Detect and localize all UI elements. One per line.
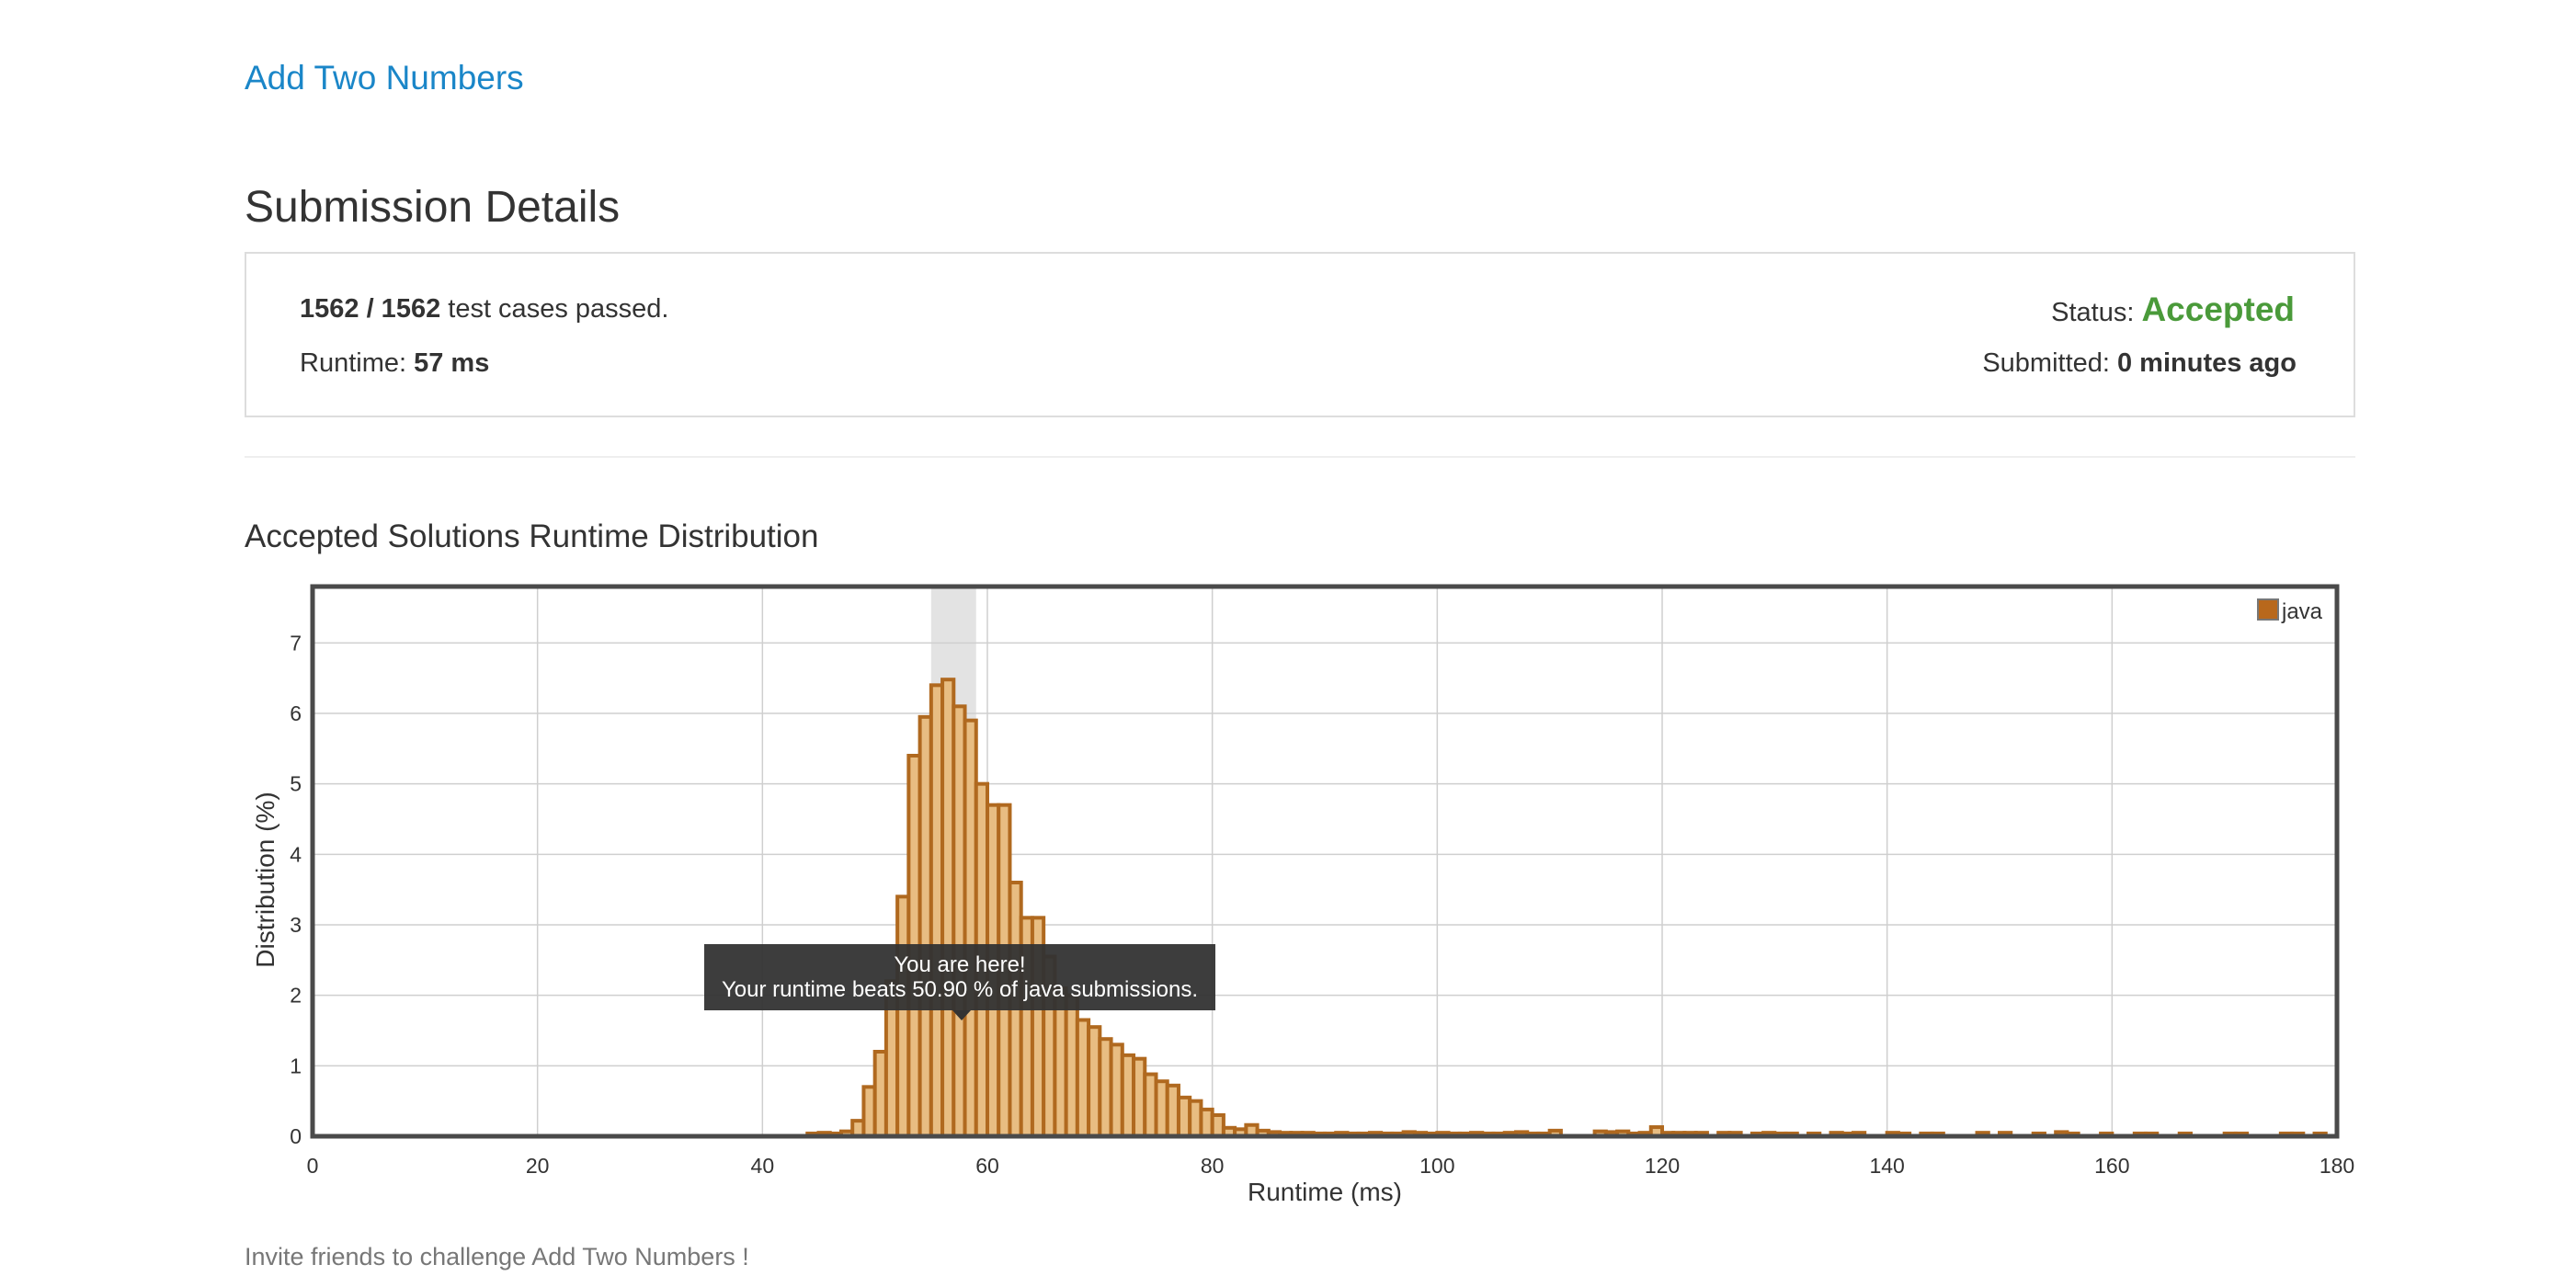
plot-border: [310, 584, 2340, 1139]
x-tick-label: 80: [1201, 1154, 1225, 1178]
problem-title-link[interactable]: Add Two Numbers: [245, 59, 524, 97]
x-tick-label: 40: [751, 1154, 775, 1178]
y-tick-label: 2: [290, 984, 302, 1008]
runtime-value: 57 ms: [414, 348, 490, 378]
submitted-value: 0 minutes ago: [2117, 348, 2297, 378]
runtime-label: Runtime:: [300, 348, 415, 378]
tooltip-line-1: You are here!: [894, 952, 1025, 977]
y-tick-label: 3: [290, 913, 302, 937]
y-tick-label: 1: [290, 1054, 302, 1077]
submitted-summary: Submitted: 0 minutes ago: [1982, 348, 2297, 379]
x-tick-label: 140: [1869, 1154, 1904, 1178]
tooltip-line-2: Your runtime beats 50.90 % of java submi…: [722, 977, 1198, 1002]
section-divider: [245, 456, 2355, 458]
y-tick-label: 4: [290, 842, 302, 866]
tooltip-pointer: [952, 1010, 971, 1020]
legend: java: [2257, 598, 2323, 624]
x-tick-label: 160: [2094, 1154, 2129, 1178]
y-tick-label: 7: [290, 631, 302, 655]
plot-background: [313, 587, 2337, 1136]
x-tick-label: 20: [526, 1154, 550, 1178]
invite-friends-text: Invite friends to challenge Add Two Numb…: [245, 1243, 749, 1270]
status-label: Status:: [2051, 298, 2142, 327]
legend-entry: java: [2281, 599, 2323, 624]
submission-details-panel: 1562 / 1562 test cases passed. Runtime: …: [245, 252, 2355, 417]
page-title: Submission Details: [245, 183, 621, 232]
runtime-summary: Runtime: 57 ms: [300, 348, 489, 379]
test-cases-summary: 1562 / 1562 test cases passed.: [300, 294, 668, 325]
x-tick-label: 100: [1419, 1154, 1454, 1178]
test-cases-label: test cases passed.: [440, 294, 669, 324]
y-tick-label: 6: [290, 701, 302, 725]
status-summary: Status: Accepted: [2051, 291, 2295, 329]
submitted-label: Submitted:: [1982, 348, 2117, 378]
legend-swatch: [2257, 598, 2279, 621]
y-axis-label: Distribution (%): [251, 792, 279, 967]
y-tick-label: 5: [290, 772, 302, 796]
status-badge: Accepted: [2141, 291, 2295, 328]
x-tick-label: 120: [1645, 1154, 1680, 1178]
tooltip-box: [704, 944, 1215, 1010]
x-tick-label: 60: [975, 1154, 999, 1178]
chart-title: Accepted Solutions Runtime Distribution: [245, 518, 819, 554]
x-axis-label: Runtime (ms): [1248, 1178, 1402, 1206]
runtime-tooltip: You are here!Your runtime beats 50.90 % …: [704, 944, 1215, 1020]
y-tick-label: 0: [290, 1124, 302, 1148]
x-tick-label: 180: [2320, 1154, 2354, 1178]
test-cases-count: 1562 / 1562: [300, 294, 441, 324]
x-tick-label: 0: [307, 1154, 319, 1178]
